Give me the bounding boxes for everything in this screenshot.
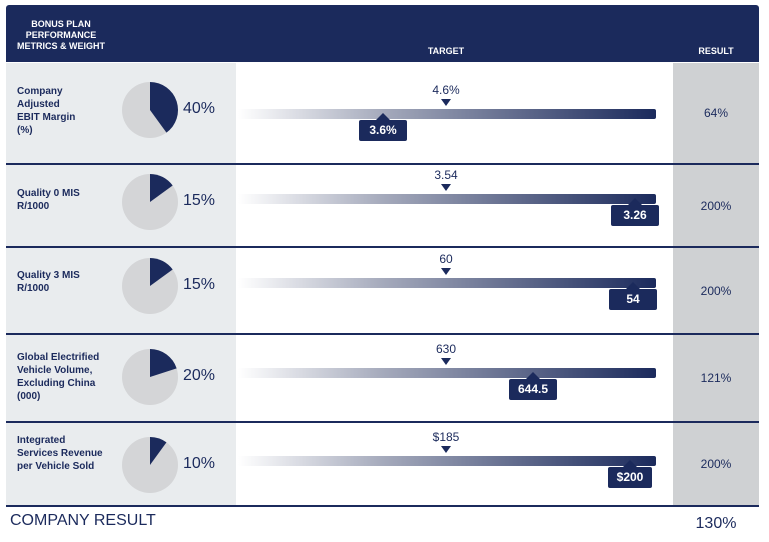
result-cell [673,63,759,163]
weight-pie [122,174,178,230]
metrics-header: BONUS PLAN PERFORMANCE METRICS & WEIGHT [17,19,105,51]
result-value: 200% [700,457,732,471]
table-row: Company Adjusted EBIT Margin (%) 40% 4.6% 3… [6,63,759,165]
label-cell [6,335,114,421]
metric-label: Quality 0 MIS R/1000 [17,188,80,212]
table-row: Integrated Services Revenue per Vehicle … [6,423,759,505]
target-bar [238,194,656,204]
weight-label: 10% [183,455,216,472]
table-row: Quality 3 MIS R/1000 15% 60 54 200% [6,248,759,335]
weight-label: 40% [183,100,216,117]
target-bar [238,368,656,378]
metric-label: Integrated Services Revenue per Vehicle … [17,435,103,472]
weight-pie [122,82,179,138]
target-marker [441,99,451,106]
target-header: TARGET [427,46,465,56]
result-value: 200% [700,283,732,298]
weight-label: 15% [183,276,216,293]
result-cell [673,165,759,246]
result-header: RESULT [698,46,734,56]
target-marker [441,184,451,191]
actual-value: 3.26 [611,205,659,226]
actual-value: 54 [609,289,657,310]
target-marker [441,358,451,365]
weight-label: 15% [183,192,216,209]
target-bar [238,278,656,288]
actual-marker [526,372,540,379]
metric-label: Company Adjusted EBIT Margin (%) [17,86,76,136]
pie-slice [150,258,173,286]
row-divider [6,246,759,248]
result-value: 121% [700,371,732,385]
pie-slice [150,174,173,202]
weight-pie [122,437,178,493]
table-row: Global Electrified Vehicle Volume, Exclu… [6,335,759,423]
target-value: $185 [432,430,460,444]
weight-label: 20% [183,367,216,384]
label-cell [6,248,114,333]
row-divider [6,421,759,423]
result-cell [673,423,759,505]
actual-marker [626,282,640,289]
table-row: Quality 0 MIS R/1000 15% 3.54 3.26 200% [6,165,759,248]
label-cell [6,165,114,246]
pie-slice [150,82,179,133]
pie-slice [150,437,167,465]
result-cell [673,335,759,421]
target-value: 4.6% [432,83,460,97]
actual-value: $200 [608,467,652,488]
row-divider [6,333,759,335]
target-value: 60 [439,252,453,266]
weight-pie [122,258,178,314]
actual-marker [628,198,642,205]
row-divider [6,163,759,165]
result-cell [673,248,759,333]
actual-value: 3.6% [359,120,407,141]
footer-divider [6,505,759,507]
actual-value: 644.5 [509,379,557,400]
target-bar [238,456,656,466]
result-value: 64% [703,106,729,120]
actual-marker [376,113,390,120]
metric-label: Global Electrified Vehicle Volume, Exclu… [17,352,100,402]
label-cell [6,63,114,163]
target-marker [441,268,451,275]
target-bar [238,109,656,119]
weight-pie [122,349,178,405]
table-header: BONUS PLAN PERFORMANCE METRICS & WEIGHT … [6,5,759,62]
target-value: 3.54 [434,168,458,182]
pie-slice [150,349,177,377]
result-value: 200% [700,198,732,213]
company-result-label: COMPANY RESULT [10,512,156,529]
target-value: 630 [435,342,457,356]
label-cell [6,423,114,505]
company-result-value: 130% [695,515,737,532]
target-marker [441,446,451,453]
metric-label: Quality 3 MIS R/1000 [17,270,80,294]
actual-marker [623,460,637,467]
